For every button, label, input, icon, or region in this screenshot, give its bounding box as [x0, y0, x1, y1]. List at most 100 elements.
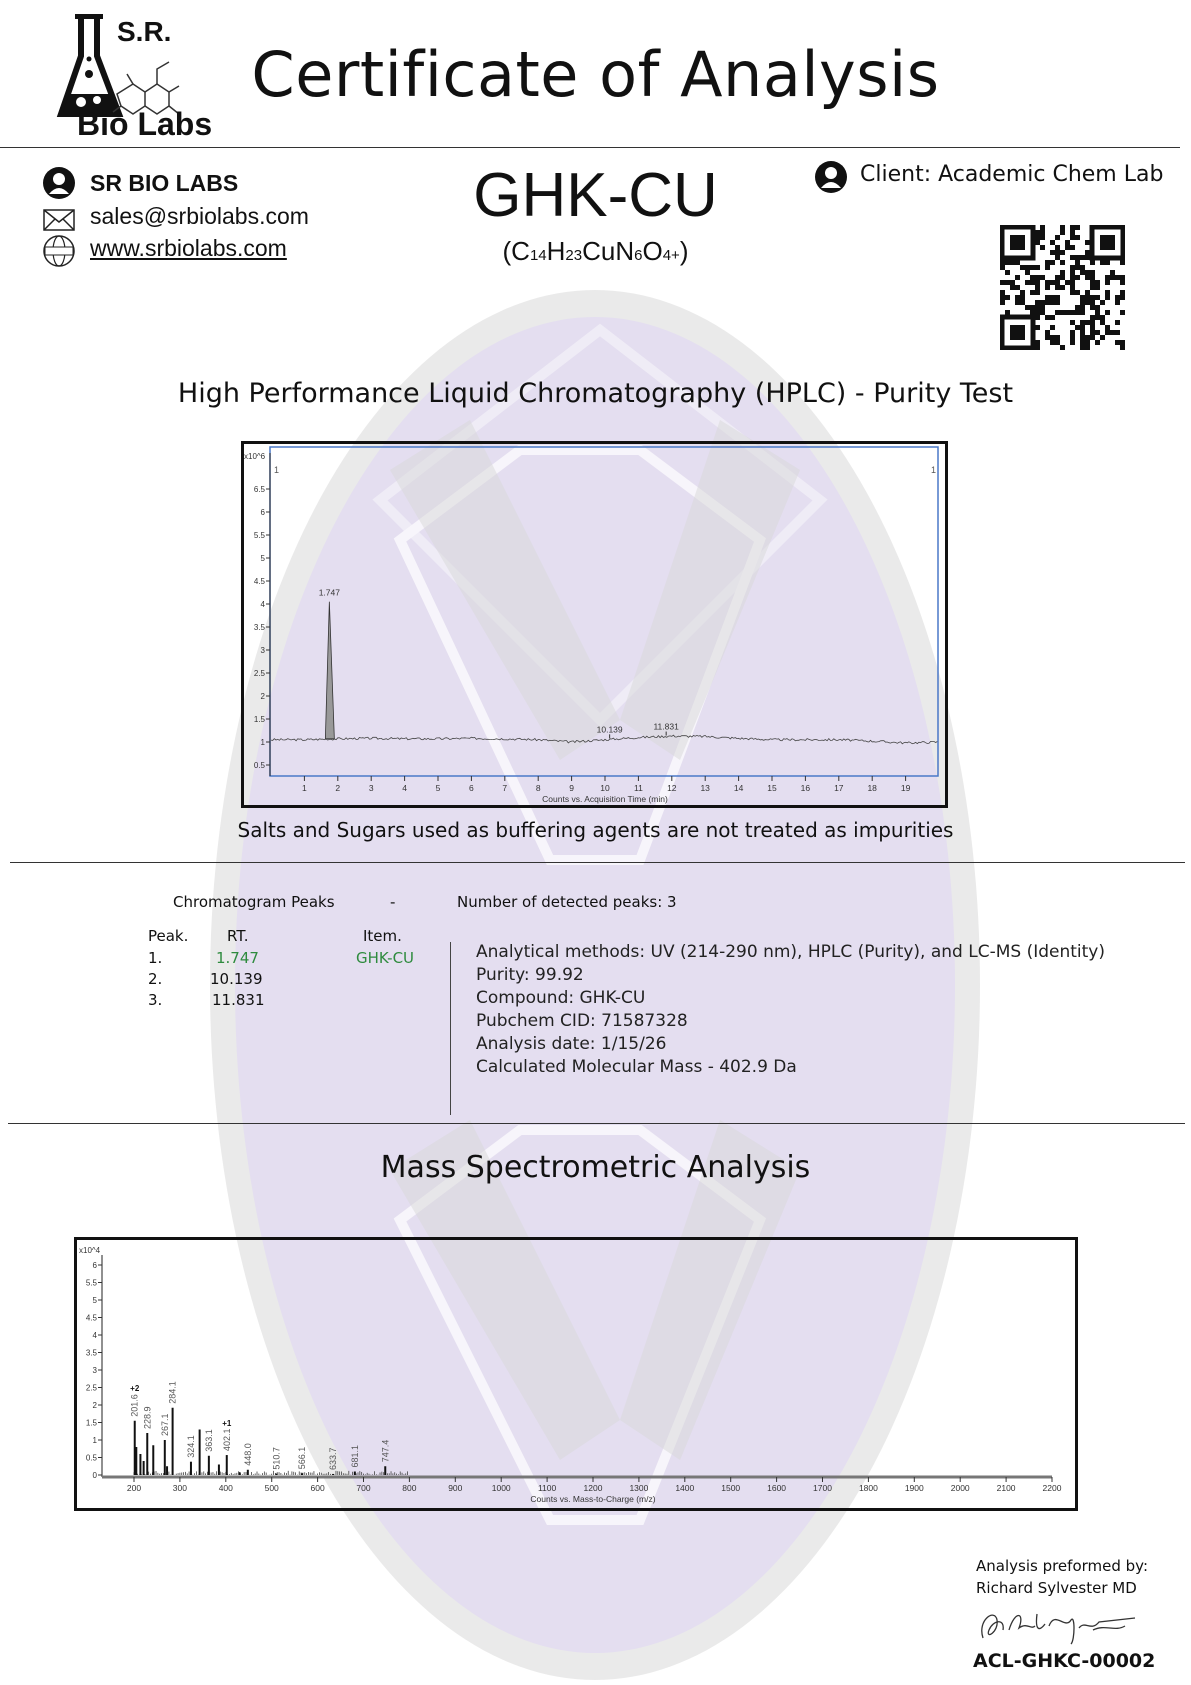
qr-module — [1050, 340, 1055, 345]
qr-module — [1060, 260, 1065, 265]
qr-module — [1050, 325, 1055, 330]
y-tick-label: 1 — [261, 738, 266, 747]
x-tick-label: 2000 — [951, 1483, 970, 1493]
qr-code[interactable] — [1000, 225, 1125, 350]
company-logo: S.R. Bio Labs — [55, 13, 235, 144]
qr-module — [1035, 230, 1040, 235]
qr-module — [1060, 230, 1065, 235]
qr-module — [1030, 290, 1035, 295]
qr-module — [1085, 275, 1090, 280]
qr-module — [1105, 275, 1110, 280]
globe-icon — [43, 235, 75, 267]
qr-module — [1105, 280, 1110, 285]
qr-module — [1065, 240, 1070, 245]
row-rt: 1.747 — [216, 949, 259, 967]
qr-module — [1035, 325, 1040, 330]
y-tick-label: 4.5 — [86, 1314, 98, 1323]
x-tick-label: 8 — [536, 783, 541, 793]
qr-module — [1030, 310, 1035, 315]
qr-module — [1120, 275, 1125, 280]
peak-count: Number of detected peaks: 3 — [457, 893, 677, 911]
qr-finder — [1000, 314, 1036, 350]
qr-module — [1075, 325, 1080, 330]
qr-module — [1055, 285, 1060, 290]
website-link[interactable]: www.srbiolabs.com — [90, 235, 287, 261]
x-axis-label: Counts vs. Acquisition Time (min) — [542, 794, 668, 804]
qr-finder — [1089, 225, 1125, 261]
email-link[interactable]: sales@srbiolabs.com — [90, 203, 309, 229]
qr-module — [1055, 275, 1060, 280]
qr-module — [1075, 305, 1080, 310]
ms-peak-label: 510.7 — [272, 1447, 282, 1470]
formula-part: ) — [679, 236, 689, 266]
qr-module — [1035, 315, 1040, 320]
qr-module — [1105, 310, 1110, 315]
ms-peak-label: 324.1 — [186, 1435, 196, 1458]
qr-module — [1090, 320, 1095, 325]
qr-module — [1035, 265, 1040, 270]
qr-module — [1070, 285, 1075, 290]
qr-module — [1045, 265, 1050, 270]
x-tick-label: 1800 — [859, 1483, 878, 1493]
qr-module — [1085, 300, 1090, 305]
qr-module — [1080, 305, 1085, 310]
row-rt: 11.831 — [212, 991, 265, 1009]
qr-module — [1040, 300, 1045, 305]
person-icon — [43, 167, 75, 199]
row-rt: 10.139 — [210, 970, 263, 988]
y-tick-label: 2.5 — [86, 1384, 98, 1393]
y-tick-label: 1.5 — [86, 1419, 98, 1428]
qr-module — [1090, 325, 1095, 330]
qr-module — [1115, 275, 1120, 280]
qr-module — [1050, 280, 1055, 285]
qr-module — [1085, 320, 1090, 325]
header-rt: RT. — [227, 927, 249, 945]
qr-module — [1045, 315, 1050, 320]
y-tick-label: 2.5 — [254, 669, 266, 678]
qr-module — [1045, 300, 1050, 305]
qr-module — [1110, 330, 1115, 335]
qr-module — [1120, 280, 1125, 285]
y-tick-label: 3 — [261, 646, 266, 655]
x-tick-label: 1500 — [721, 1483, 740, 1493]
qr-module — [1105, 295, 1110, 300]
y-tick-label: 3 — [93, 1366, 98, 1375]
qr-module — [1100, 260, 1105, 265]
qr-module — [1080, 330, 1085, 335]
qr-module — [1070, 225, 1075, 230]
qr-module — [1120, 340, 1125, 345]
qr-module — [1035, 310, 1040, 315]
qr-module — [1045, 260, 1050, 265]
qr-module — [1085, 270, 1090, 275]
info-date: Analysis date: 1/15/26 — [476, 1034, 667, 1054]
qr-module — [1030, 305, 1035, 310]
y-tick-label: 5 — [93, 1296, 98, 1305]
qr-module — [1070, 230, 1075, 235]
qr-module — [1080, 300, 1085, 305]
qr-module — [1070, 310, 1075, 315]
formula-part: O — [642, 236, 663, 266]
row-peak: 2. — [148, 970, 163, 988]
info-methods: Analytical methods: UV (214-290 nm), HPL… — [476, 942, 1105, 962]
qr-module — [1035, 280, 1040, 285]
qr-module — [1110, 270, 1115, 275]
qr-module — [1055, 340, 1060, 345]
qr-module — [1105, 330, 1110, 335]
formula-part: 6 — [634, 247, 643, 264]
qr-module — [1080, 295, 1085, 300]
qr-module — [1105, 325, 1110, 330]
product-formula: (C14H23CuN6O4+) — [0, 236, 1191, 267]
qr-module — [1005, 295, 1010, 300]
peak-label: 1.747 — [319, 588, 341, 598]
ms-heading: Mass Spectrometric Analysis — [380, 1150, 811, 1185]
qr-finder — [1000, 225, 1036, 261]
qr-module — [1080, 265, 1085, 270]
formula-part: 4+ — [662, 247, 680, 264]
qr-module — [1035, 345, 1040, 350]
qr-module — [1045, 295, 1050, 300]
qr-module — [1055, 280, 1060, 285]
formula-part: CuN — [582, 236, 635, 266]
qr-module — [1025, 270, 1030, 275]
qr-module — [1080, 335, 1085, 340]
peak-label: 10.139 — [597, 724, 623, 734]
